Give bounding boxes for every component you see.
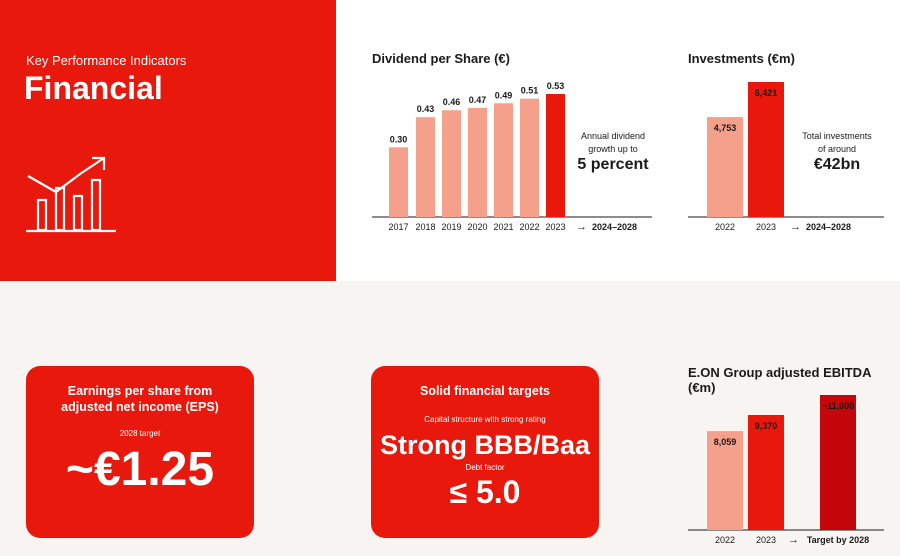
investments-value-label: 6,421 [755, 88, 778, 98]
eps-subtitle: 2028 target [119, 429, 161, 438]
ebitda-chart-title: E.ON Group adjusted EBITDA (€m) [688, 365, 871, 395]
dividend-note-value: 5 percent [577, 156, 649, 173]
dividend-forecast-label: 2024–2028 [592, 222, 637, 232]
dividend-bar [416, 117, 435, 217]
dividend-note-line1: Annual dividend [580, 131, 646, 141]
dividend-bar [442, 110, 461, 217]
dividend-value-label: 0.53 [547, 81, 565, 91]
dividend-bar [468, 107, 487, 217]
arrow-icon: → [788, 534, 799, 546]
dividend-bar [520, 98, 539, 217]
dividend-chart: 0.30 2017 0.43 2018 0.46 2019 0.47 2020 0.49 2021… [372, 81, 652, 233]
ebitda-tick-label: Target by 2028 [807, 535, 869, 545]
dividend-chart-title: Dividend per Share (€) [372, 51, 510, 66]
targets-value2: ≤ 5.0 [449, 474, 521, 510]
arrow-icon: → [790, 221, 801, 233]
investments-note-line1: Total investments [802, 131, 872, 141]
investments-chart: 4,753 2022 6,421 2023 → 2024–2028 [688, 82, 884, 233]
dividend-value-label: 0.43 [417, 104, 435, 114]
dividend-note-line2: growth up to [588, 144, 638, 154]
eps-value: ~€1.25 [65, 443, 215, 496]
investments-tick-label: 2022 [715, 222, 735, 232]
page-title: Financial [24, 70, 163, 106]
dividend-tick-label: 2023 [545, 222, 565, 232]
hero-kicker: Key Performance Indicators [26, 53, 187, 68]
ebitda-value-label: 8,059 [714, 437, 737, 447]
ebitda-value-label: 9,370 [755, 421, 778, 431]
ebitda-tick-label: 2023 [756, 535, 776, 545]
investments-forecast-label: 2024–2028 [806, 222, 851, 232]
investments-tick-label: 2023 [756, 222, 776, 232]
investments-note: Total investments of around €42bn [794, 130, 880, 174]
hero-panel [0, 0, 336, 281]
ebitda-bar [820, 395, 856, 530]
investments-note-line2: of around [817, 144, 857, 154]
dividend-tick-label: 2021 [493, 222, 513, 232]
dividend-tick-label: 2018 [415, 222, 435, 232]
targets-card: Solid financial targets Capital structur… [371, 366, 599, 538]
investments-note-value: €42bn [813, 156, 861, 173]
ebitda-value-label: ~11,000 [822, 401, 854, 411]
dividend-bar [494, 103, 513, 217]
dividend-value-label: 0.51 [521, 86, 539, 96]
ebitda-bar [748, 415, 784, 530]
targets-sub2: Debt factor [465, 463, 505, 472]
eps-title-line2: adjusted net income (EPS) [61, 400, 219, 414]
eps-card: Earnings per share from adjusted net inc… [26, 366, 254, 538]
dividend-tick-label: 2020 [467, 222, 487, 232]
investments-value-label: 4,753 [714, 123, 737, 133]
dividend-value-label: 0.30 [390, 134, 408, 144]
ebitda-chart: 8,059 2022 9,370 2023 ~11,000 Target by 2028 → [688, 395, 884, 546]
dividend-tick-label: 2019 [441, 222, 461, 232]
dividend-value-label: 0.49 [495, 90, 513, 100]
investments-bar [748, 82, 784, 217]
ebitda-bar [707, 431, 743, 530]
eps-title-line1: Earnings per share from [67, 384, 213, 398]
dividend-value-label: 0.47 [469, 95, 487, 105]
targets-sub1: Capital structure with strong rating [424, 415, 546, 424]
dividend-value-label: 0.46 [443, 97, 461, 107]
chart-growth-icon [26, 154, 118, 239]
ebitda-tick-label: 2022 [715, 535, 735, 545]
targets-title: Solid financial targets [420, 384, 550, 398]
dividend-bar [546, 94, 565, 217]
dividend-bar [389, 147, 408, 217]
dividend-tick-label: 2022 [519, 222, 539, 232]
dividend-tick-label: 2017 [388, 222, 408, 232]
arrow-icon: → [576, 221, 587, 233]
investments-chart-title: Investments (€m) [688, 51, 795, 66]
investments-bar [707, 117, 743, 217]
targets-value1: Strong BBB/Baa [379, 430, 590, 460]
dividend-note: Annual dividend growth up to 5 percent [570, 130, 656, 174]
